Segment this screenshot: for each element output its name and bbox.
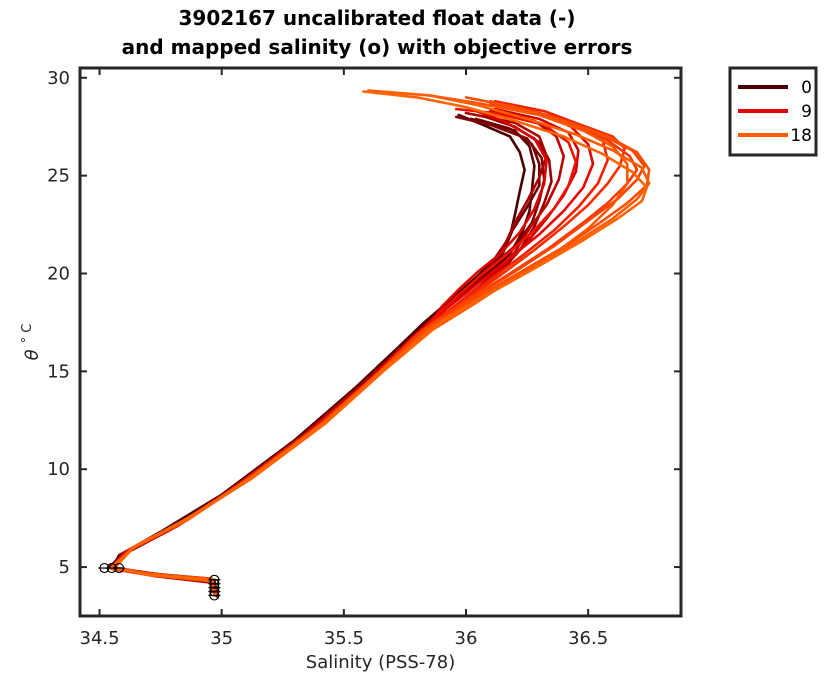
- y-axis: 5 10 15 20 25 30: [47, 68, 681, 578]
- error-marker-layer: [98, 562, 221, 601]
- x-tick-label: 35: [210, 628, 233, 649]
- y-axis-label-unit: ° C: [20, 324, 35, 344]
- series-layer: [108, 89, 651, 598]
- svg-text:θ° C: θ ° C: [20, 324, 43, 361]
- y-axis-label: θ ° C: [20, 324, 43, 361]
- y-axis-label-symbol: θ: [22, 349, 43, 360]
- x-axis-label: Salinity (PSS-78): [306, 652, 455, 673]
- chart-title-line-1: 3902167 uncalibrated float data (-): [179, 6, 576, 30]
- series-18-line: [110, 90, 649, 596]
- y-tick-label: 15: [47, 361, 70, 382]
- chart-title: 3902167 uncalibrated float data (-) and …: [122, 6, 633, 59]
- y-tick-label: 30: [47, 68, 70, 89]
- x-tick-label: 36.5: [568, 628, 608, 649]
- y-tick-label: 5: [59, 557, 70, 578]
- x-tick-label: 34.5: [80, 628, 120, 649]
- y-tick-label: 10: [47, 459, 70, 480]
- x-axis: 34.5 35 35.5 36 36.5: [80, 68, 608, 649]
- legend-label-0: 0: [801, 78, 812, 98]
- x-tick-label: 35.5: [324, 628, 364, 649]
- x-tick-label: 36: [455, 628, 478, 649]
- y-tick-label: 20: [47, 264, 70, 285]
- plot-frame: [78, 66, 683, 618]
- chart-title-line-2: and mapped salinity (o) with objective e…: [122, 35, 633, 59]
- legend: 0 9 18: [728, 66, 818, 157]
- legend-label-18: 18: [790, 126, 812, 146]
- legend-label-9: 9: [801, 102, 812, 122]
- y-tick-label: 25: [47, 166, 70, 187]
